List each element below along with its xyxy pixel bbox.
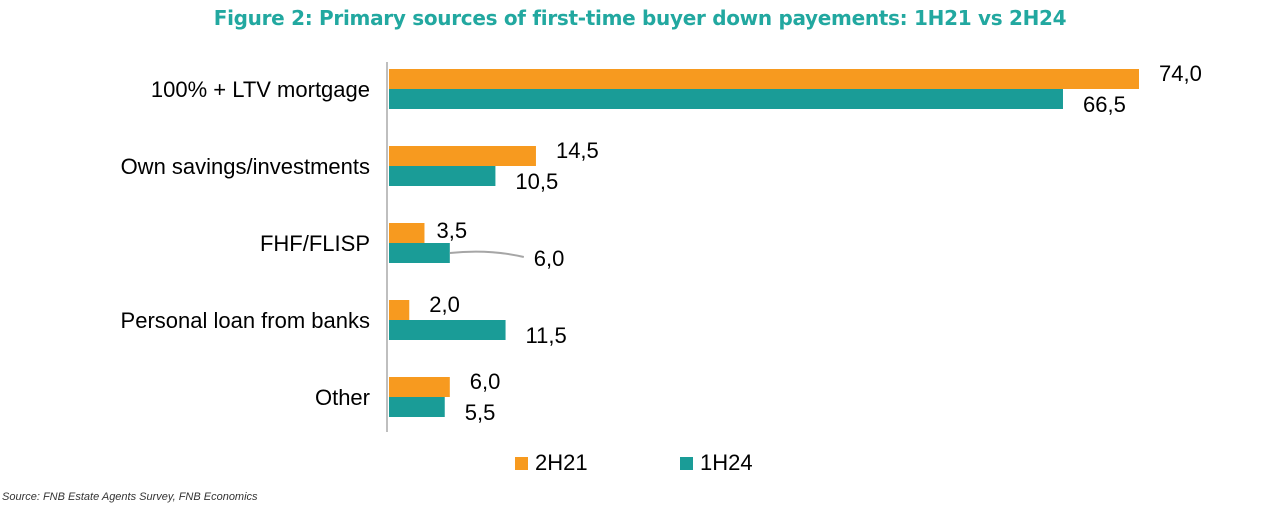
data-label-2h21: 6,0 xyxy=(470,369,501,394)
data-label-2h21: 2,0 xyxy=(429,292,460,317)
data-label-1h24: 66,5 xyxy=(1083,92,1126,117)
chart-title: Figure 2: Primary sources of first-time … xyxy=(213,6,1067,30)
data-label-2h21: 74,0 xyxy=(1159,61,1202,86)
bar-2h21 xyxy=(389,69,1139,89)
category-label: Other xyxy=(315,385,370,410)
bar-1h24 xyxy=(389,397,445,417)
category-label: Own savings/investments xyxy=(121,154,370,179)
legend-label-1h24: 1H24 xyxy=(700,450,753,475)
data-label-2h21: 14,5 xyxy=(556,138,599,163)
data-label-1h24: 10,5 xyxy=(515,169,558,194)
data-label-1h24: 6,0 xyxy=(534,246,565,271)
bar-1h24 xyxy=(389,243,450,263)
legend-swatch-2h21 xyxy=(515,457,528,470)
bar-2h21 xyxy=(389,223,425,243)
legend-swatch-1h24 xyxy=(680,457,693,470)
bar-chart: 100% + LTV mortgage 74,0 66,5 Own savings/i… xyxy=(121,61,1202,475)
data-label-1h24: 11,5 xyxy=(526,323,567,348)
bar-1h24 xyxy=(389,320,506,340)
bar-1h24 xyxy=(389,89,1063,109)
bar-2h21 xyxy=(389,300,410,320)
source-note: Source: FNB Estate Agents Survey, FNB Ec… xyxy=(2,491,258,503)
data-label-2h21: 3,5 xyxy=(436,218,467,243)
category-label: Personal loan from banks xyxy=(121,308,370,333)
legend-label-2h21: 2H21 xyxy=(535,450,588,475)
bar-1h24 xyxy=(389,166,496,186)
data-label-1h24: 5,5 xyxy=(465,400,496,425)
bar-2h21 xyxy=(389,146,536,166)
category-label: 100% + LTV mortgage xyxy=(151,77,370,102)
category-label: FHF/FLISP xyxy=(260,231,370,256)
leader-line xyxy=(449,250,525,258)
bar-2h21 xyxy=(389,377,450,397)
